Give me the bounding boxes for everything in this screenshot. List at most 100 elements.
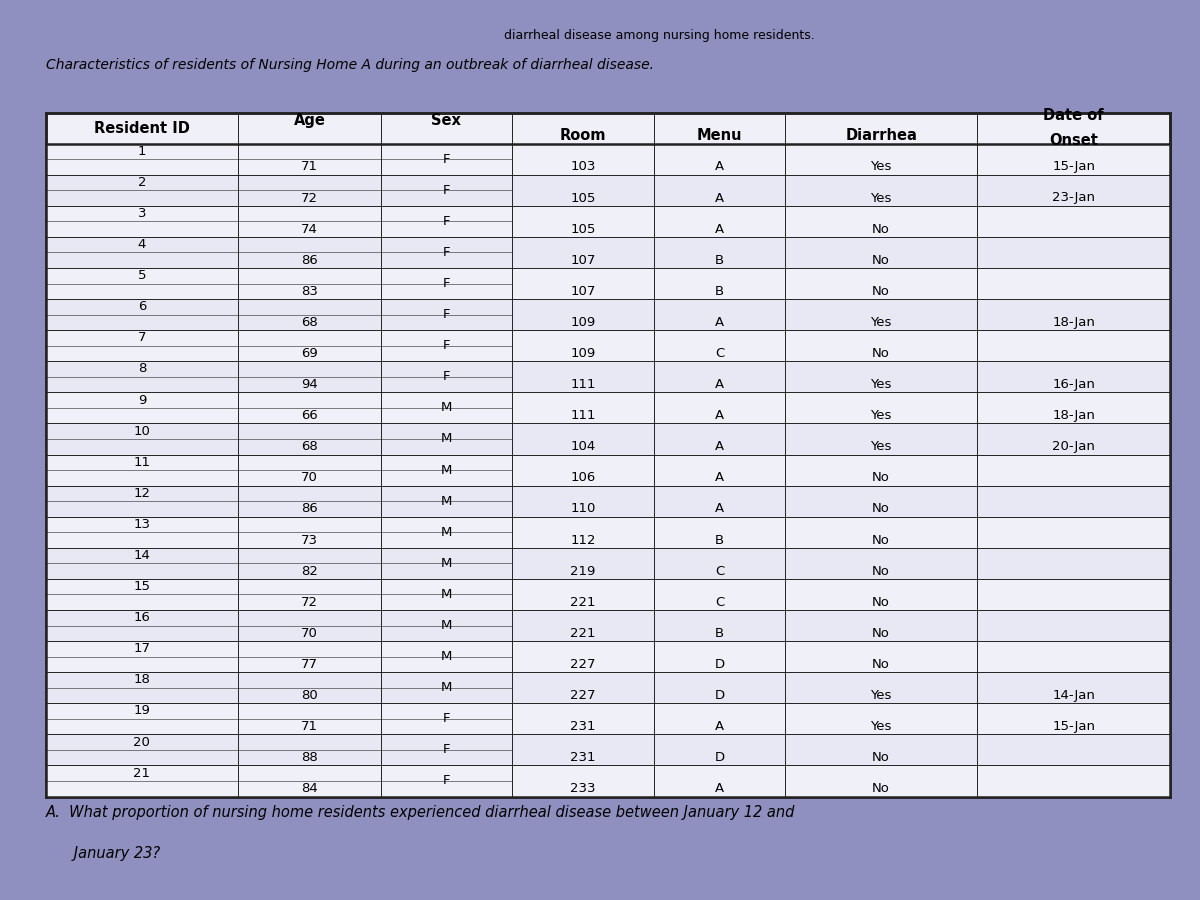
Text: Sex: Sex <box>431 112 461 128</box>
Text: 71: 71 <box>301 160 318 174</box>
Text: F: F <box>443 153 450 166</box>
Text: 15-Jan: 15-Jan <box>1052 160 1096 174</box>
Text: 233: 233 <box>570 782 595 796</box>
Text: 231: 231 <box>570 720 595 733</box>
Text: M: M <box>440 650 452 663</box>
Text: F: F <box>443 370 450 383</box>
Text: 72: 72 <box>301 192 318 204</box>
Text: 16-Jan: 16-Jan <box>1052 378 1096 391</box>
Text: F: F <box>443 308 450 321</box>
Text: D: D <box>714 752 725 764</box>
Text: 23-Jan: 23-Jan <box>1052 192 1096 204</box>
Text: B: B <box>715 254 724 266</box>
Text: 86: 86 <box>301 254 318 266</box>
Text: 17: 17 <box>133 643 150 655</box>
Text: 88: 88 <box>301 752 318 764</box>
Text: 6: 6 <box>138 301 146 313</box>
Text: M: M <box>440 588 452 601</box>
Text: A: A <box>715 782 724 796</box>
Text: A: A <box>715 720 724 733</box>
Text: 69: 69 <box>301 347 318 360</box>
Text: 71: 71 <box>301 720 318 733</box>
Text: A: A <box>715 472 724 484</box>
Text: 111: 111 <box>570 378 595 391</box>
Text: 7: 7 <box>138 331 146 345</box>
Text: 4: 4 <box>138 238 146 251</box>
Text: diarrheal disease among nursing home residents.: diarrheal disease among nursing home res… <box>504 29 815 41</box>
Text: Characteristics of residents of Nursing Home A during an outbreak of diarrheal d: Characteristics of residents of Nursing … <box>46 58 654 73</box>
Text: 15-Jan: 15-Jan <box>1052 720 1096 733</box>
Text: 221: 221 <box>570 596 595 608</box>
Text: A: A <box>715 192 724 204</box>
Text: 104: 104 <box>570 440 595 454</box>
Text: B: B <box>715 534 724 546</box>
Text: 73: 73 <box>301 534 318 546</box>
Text: No: No <box>872 284 890 298</box>
Text: 227: 227 <box>570 658 595 670</box>
Text: 77: 77 <box>301 658 318 670</box>
Text: 107: 107 <box>570 284 595 298</box>
Text: A.  What proportion of nursing home residents experienced diarrheal disease betw: A. What proportion of nursing home resid… <box>46 806 794 821</box>
Text: 105: 105 <box>570 222 595 236</box>
Text: A: A <box>715 410 724 422</box>
Text: 8: 8 <box>138 363 146 375</box>
Text: Onset: Onset <box>1049 133 1098 148</box>
Text: 16: 16 <box>133 611 150 625</box>
Text: 18: 18 <box>133 673 150 687</box>
Text: A: A <box>715 222 724 236</box>
Text: 106: 106 <box>570 472 595 484</box>
Text: No: No <box>872 596 890 608</box>
Text: No: No <box>872 347 890 360</box>
Text: 13: 13 <box>133 518 150 531</box>
Text: 112: 112 <box>570 534 595 546</box>
Text: F: F <box>443 775 450 788</box>
Text: Yes: Yes <box>870 160 892 174</box>
Text: 11: 11 <box>133 455 150 469</box>
Text: C: C <box>715 347 725 360</box>
Text: No: No <box>872 658 890 670</box>
Text: No: No <box>872 254 890 266</box>
Text: 72: 72 <box>301 596 318 608</box>
Text: 14-Jan: 14-Jan <box>1052 689 1096 702</box>
Text: 9: 9 <box>138 393 146 407</box>
Text: 20-Jan: 20-Jan <box>1052 440 1096 454</box>
Text: 18-Jan: 18-Jan <box>1052 410 1096 422</box>
Text: No: No <box>872 472 890 484</box>
Text: 109: 109 <box>570 316 595 328</box>
Text: 2: 2 <box>138 176 146 189</box>
Text: Diarrhea: Diarrhea <box>845 129 917 143</box>
Text: F: F <box>443 277 450 290</box>
Text: Resident ID: Resident ID <box>94 121 190 136</box>
Text: M: M <box>440 401 452 414</box>
Text: F: F <box>443 712 450 725</box>
Text: B: B <box>715 284 724 298</box>
Text: M: M <box>440 526 452 539</box>
Text: 80: 80 <box>301 689 318 702</box>
Text: C: C <box>715 564 725 578</box>
Text: 109: 109 <box>570 347 595 360</box>
Text: 84: 84 <box>301 782 318 796</box>
Text: M: M <box>440 619 452 632</box>
Text: F: F <box>443 184 450 197</box>
Text: 68: 68 <box>301 440 318 454</box>
Text: No: No <box>872 626 890 640</box>
Text: F: F <box>443 743 450 756</box>
Text: Room: Room <box>559 129 606 143</box>
Text: 19: 19 <box>133 705 150 717</box>
Text: M: M <box>440 681 452 694</box>
Text: 1: 1 <box>138 145 146 158</box>
Text: 66: 66 <box>301 410 318 422</box>
Text: 3: 3 <box>138 207 146 220</box>
Text: A: A <box>715 160 724 174</box>
Text: D: D <box>714 689 725 702</box>
Text: M: M <box>440 433 452 446</box>
Text: 83: 83 <box>301 284 318 298</box>
Text: No: No <box>872 782 890 796</box>
Text: M: M <box>440 557 452 570</box>
Text: A: A <box>715 378 724 391</box>
Text: F: F <box>443 339 450 352</box>
Text: D: D <box>714 658 725 670</box>
Text: M: M <box>440 464 452 476</box>
Text: C: C <box>715 596 725 608</box>
Text: Age: Age <box>294 112 325 128</box>
